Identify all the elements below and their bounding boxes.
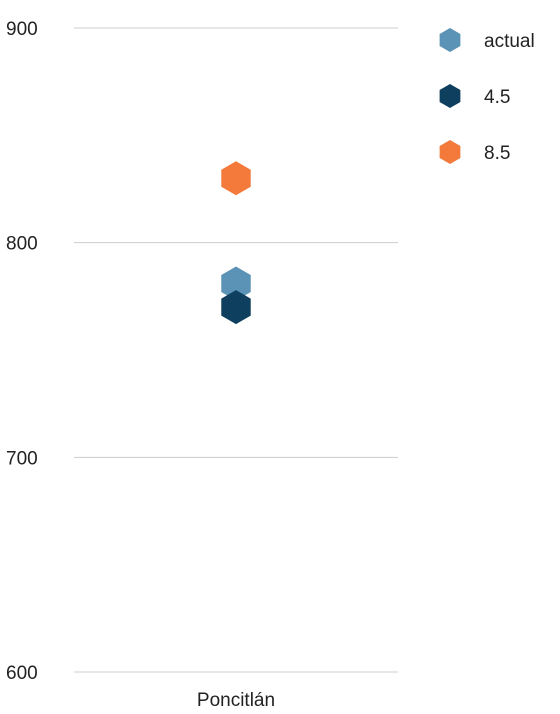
legend-marker-4-5 (439, 84, 461, 108)
data-points (221, 161, 251, 325)
point-actual (221, 266, 251, 301)
y-tick-label: 600 (6, 663, 38, 684)
y-tick-label: 800 (6, 234, 38, 255)
legend-label: 8.5 (484, 143, 510, 164)
legend-label: 4.5 (484, 87, 510, 108)
point-4-5 (221, 290, 251, 325)
legend-label: actual (484, 31, 535, 52)
y-axis-ticks: 600 700 800 900 (6, 19, 38, 684)
y-tick-label: 900 (6, 19, 38, 40)
legend: actual 4.5 8.5 (439, 28, 535, 164)
legend-marker-8-5 (439, 140, 461, 164)
point-8-5 (221, 161, 251, 196)
gridlines (74, 27, 398, 673)
x-axis-categories: Poncitlán (197, 690, 275, 711)
legend-marker-actual (439, 28, 461, 52)
y-tick-label: 700 (6, 448, 38, 469)
x-category-label: Poncitlán (197, 690, 275, 711)
